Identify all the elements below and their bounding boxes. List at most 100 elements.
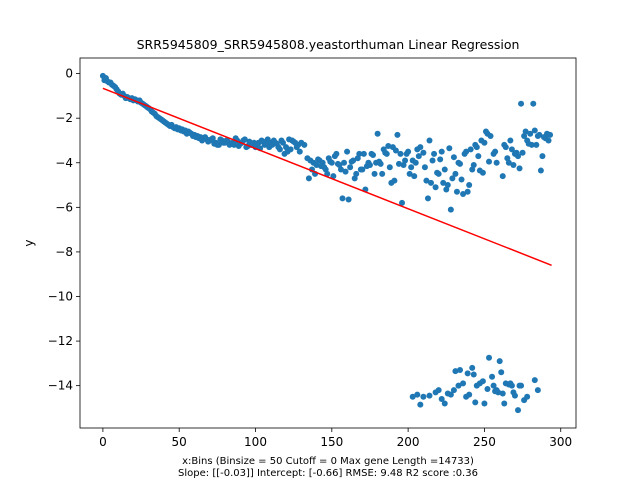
- data-point: [438, 396, 445, 403]
- data-point: [301, 141, 308, 148]
- data-point: [354, 155, 361, 162]
- data-point: [447, 206, 454, 213]
- data-point: [385, 143, 392, 150]
- data-point: [466, 182, 473, 189]
- data-point: [466, 391, 473, 398]
- data-point: [435, 387, 442, 394]
- data-point: [428, 179, 435, 186]
- data-point: [296, 148, 303, 155]
- data-point: [507, 380, 514, 387]
- data-point: [324, 170, 331, 177]
- y-tick-label: −12: [48, 334, 73, 348]
- data-point: [507, 137, 514, 144]
- y-tick-label: −14: [48, 379, 73, 393]
- data-point: [429, 157, 436, 164]
- data-point: [278, 137, 285, 144]
- data-point: [460, 190, 467, 197]
- data-point: [434, 169, 441, 176]
- data-point: [446, 145, 453, 152]
- x-tick-label: 300: [549, 435, 572, 449]
- data-point: [533, 141, 540, 148]
- data-point: [518, 382, 525, 389]
- data-point: [470, 371, 477, 378]
- data-point: [344, 148, 351, 155]
- x-axis: 0 50 100 150 200 250 300: [99, 428, 572, 449]
- data-point: [426, 392, 433, 399]
- data-point: [366, 161, 373, 168]
- data-point: [417, 144, 424, 151]
- regression-line-layer: [102, 87, 552, 266]
- data-point: [534, 133, 541, 140]
- y-axis-label: y: [22, 239, 36, 246]
- data-point: [351, 175, 358, 182]
- y-tick-label: −10: [48, 289, 73, 303]
- data-point: [464, 370, 471, 377]
- data-point: [510, 161, 517, 168]
- data-point: [370, 151, 377, 158]
- data-point: [376, 158, 383, 165]
- data-point: [441, 400, 448, 407]
- data-point: [472, 399, 479, 406]
- data-point: [399, 199, 406, 206]
- data-point: [305, 175, 312, 182]
- data-point: [499, 390, 506, 397]
- data-point: [493, 159, 500, 166]
- data-point: [386, 164, 393, 171]
- data-point: [504, 155, 511, 162]
- x-tick-label: 250: [473, 435, 496, 449]
- data-point: [519, 149, 526, 156]
- data-point: [397, 150, 404, 157]
- data-point: [449, 175, 456, 182]
- data-point: [473, 144, 480, 151]
- data-point: [479, 169, 486, 176]
- x-tick-label: 150: [320, 435, 343, 449]
- data-point: [406, 170, 413, 177]
- data-point: [450, 387, 457, 394]
- regression-stats: Slope: [[-0.03]] Intercept: [-0.66] RMSE…: [178, 468, 478, 479]
- data-point: [545, 137, 552, 144]
- data-point: [518, 100, 525, 107]
- data-point: [524, 393, 531, 400]
- data-point: [290, 138, 297, 145]
- data-point: [501, 141, 508, 148]
- data-point: [414, 391, 421, 398]
- plot-frame: [79, 57, 577, 429]
- data-point: [482, 128, 489, 135]
- data-point: [333, 150, 340, 157]
- data-point: [447, 391, 454, 398]
- data-point: [487, 133, 494, 140]
- data-point: [360, 150, 367, 157]
- data-point: [515, 153, 522, 160]
- data-point: [481, 139, 488, 146]
- data-point: [394, 131, 401, 138]
- data-point: [508, 146, 515, 153]
- data-point: [501, 400, 508, 407]
- y-tick-label: 0: [65, 67, 73, 81]
- x-tick-label: 200: [397, 435, 420, 449]
- data-point: [437, 156, 444, 163]
- data-point: [452, 170, 459, 177]
- data-point: [348, 158, 355, 165]
- data-point: [457, 367, 464, 374]
- data-point: [515, 407, 522, 414]
- data-point: [511, 392, 518, 399]
- data-point: [391, 177, 398, 184]
- y-axis: 0 −2 −4 −6 −8 −10 −12 −14: [48, 67, 80, 393]
- data-point: [431, 150, 438, 157]
- data-point: [522, 128, 529, 135]
- data-point: [492, 388, 499, 395]
- data-point: [461, 150, 468, 157]
- data-point: [426, 137, 433, 144]
- data-point: [420, 149, 427, 156]
- data-point: [208, 136, 215, 143]
- data-point: [341, 159, 348, 166]
- data-point: [490, 382, 497, 389]
- y-tick-label: −4: [55, 156, 73, 170]
- data-point: [272, 139, 279, 146]
- data-point: [539, 153, 546, 160]
- data-point: [516, 165, 523, 172]
- data-point: [417, 401, 424, 408]
- data-point: [347, 164, 354, 171]
- data-point: [452, 368, 459, 375]
- data-point: [486, 158, 493, 165]
